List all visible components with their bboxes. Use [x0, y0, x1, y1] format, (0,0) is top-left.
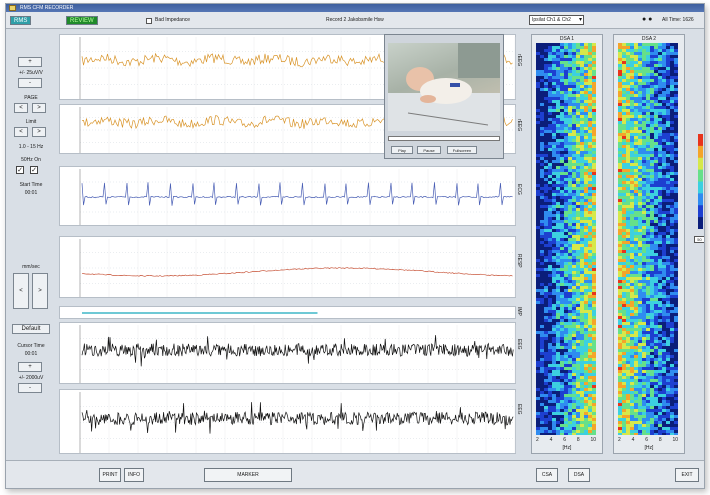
dsa2-tick: 2 [618, 437, 621, 443]
gain2-up-button[interactable]: + [18, 362, 42, 372]
dsa1-ticks: 2 4 6 8 10 [536, 437, 596, 443]
cursor-time-value: 00:01 [24, 351, 38, 357]
gain2-down-button[interactable]: - [18, 383, 42, 393]
dsa2-ticks: 2 4 6 8 10 [618, 437, 678, 443]
dsa1-unit: [Hz] [562, 445, 572, 451]
pager-label: PAGE [24, 95, 38, 101]
imp-plot[interactable] [59, 306, 516, 319]
resp-plot[interactable] [59, 236, 516, 298]
gain-up-button[interactable]: + [18, 57, 42, 67]
video-pause-button[interactable]: Pause [417, 146, 441, 154]
info-button[interactable]: INFO [124, 468, 144, 482]
montage-select[interactable]: Ipsilat Ch1 & Ch2 [529, 15, 584, 25]
dsa-button[interactable]: DSA [568, 468, 590, 482]
resp-trace [79, 239, 516, 297]
gain-down-button[interactable]: - [18, 78, 42, 88]
dsa1-tick: 4 [549, 437, 553, 443]
speed-label: mm/sec [22, 264, 40, 270]
ecg-plot[interactable] [59, 166, 516, 226]
start-time-label: Start Time [19, 182, 43, 188]
dsa2-title: DSA 2 [641, 36, 657, 42]
eeg1-trace [79, 325, 516, 383]
dsa2-heatmap [618, 43, 678, 435]
resp-axis-label: RESP [516, 254, 522, 268]
dsa1-title: DSA 1 [559, 36, 575, 42]
filter-range: 1.0 - 15 Hz [18, 144, 44, 150]
review-mode-button[interactable]: REVIEW [66, 16, 98, 25]
filter-labels: 50Hz On [8, 157, 54, 163]
exit-button[interactable]: EXIT [675, 468, 699, 482]
limit-next-button[interactable]: > [32, 127, 46, 137]
eeg2-trace [79, 392, 516, 453]
dsa1-heatmap [536, 43, 596, 435]
limit-label: Limit [25, 119, 37, 125]
record-name: Record 2 Jakobsmile Hsw [326, 17, 384, 23]
video-frame[interactable] [388, 43, 500, 131]
recorder-window: RMS CFM RECORDER RMS REVIEW Bad Impedanc… [5, 3, 705, 489]
eeg1-plot[interactable] [59, 322, 516, 384]
dsa1-tick: 8 [576, 437, 580, 443]
marker-button[interactable]: MARKER [204, 468, 292, 482]
dsa1-tick: 6 [563, 437, 566, 443]
scroll-right-button[interactable]: > [32, 273, 48, 309]
filter-50hz-checkbox[interactable]: ✓ [16, 166, 24, 174]
ecg-trace [79, 169, 516, 225]
dsa2-tick: 8 [658, 437, 662, 443]
video-fullscreen-button[interactable]: Fullscreen [447, 146, 477, 154]
cursor-time-label: Cursor Time [17, 343, 45, 349]
default-button[interactable]: Default [12, 324, 50, 334]
color-scale-value[interactable]: 50 [694, 236, 704, 243]
reeg1-axis-label: rEEG [516, 54, 522, 67]
gain2-value: +/- 2000uV [18, 375, 44, 381]
print-button[interactable]: PRINT [99, 468, 121, 482]
dsa2-tick: 10 [672, 437, 678, 443]
reeg2-axis-label: rEEG [516, 119, 522, 132]
csa-button[interactable]: CSA [536, 468, 558, 482]
dsa2-unit: [Hz] [644, 445, 654, 451]
title-bar: RMS CFM RECORDER [6, 4, 704, 12]
dsa2-spectrogram[interactable] [618, 43, 678, 435]
status-indicator-icon: ● ● [642, 16, 653, 23]
window-title: RMS CFM RECORDER [20, 5, 74, 11]
rms-mode-button[interactable]: RMS [10, 16, 32, 25]
limit-prev-button[interactable]: < [14, 127, 28, 137]
ecg-axis-label: ECG [516, 184, 522, 195]
dsa2-tick: 4 [631, 437, 635, 443]
infant-video-image [388, 43, 500, 131]
dsa2-panel: DSA 2 2 4 6 8 10 [Hz] [613, 34, 685, 454]
filter-label-on: On [34, 157, 41, 163]
eeg2-axis-label: EEG [516, 404, 522, 415]
imp-axis-label: IMP [516, 307, 522, 316]
gain-value: +/- 25uV/V [19, 70, 43, 76]
dsa1-panel: DSA 1 2 4 6 8 10 [Hz] [531, 34, 603, 454]
color-scale-bar [698, 134, 703, 229]
video-progress-bar[interactable] [388, 136, 500, 141]
bottom-toolbar: PRINT INFO MARKER CSA DSA EXIT [6, 460, 704, 488]
app-icon [9, 5, 16, 11]
dsa1-tick: 2 [536, 437, 539, 443]
bad-impedance-label: Bad Impedance [155, 17, 191, 23]
dsa1-spectrogram[interactable] [536, 43, 596, 435]
dsa1-tick: 10 [590, 437, 596, 443]
filter-on-checkbox[interactable]: ✓ [30, 166, 38, 174]
dsa2-tick: 6 [645, 437, 648, 443]
scroll-left-button[interactable]: < [13, 273, 29, 309]
page-prev-button[interactable]: < [14, 103, 28, 113]
left-control-panel: + +/- 25uV/V - PAGE < > Limit < > 1.0 - … [8, 32, 54, 462]
video-panel: Play Pause Fullscreen [384, 34, 504, 159]
eeg1-axis-label: EEG [516, 339, 522, 350]
video-play-button[interactable]: Play [391, 146, 413, 154]
page-next-button[interactable]: > [32, 103, 46, 113]
eeg2-plot[interactable] [59, 389, 516, 454]
bad-impedance-checkbox[interactable] [146, 18, 152, 24]
top-toolbar: RMS REVIEW Bad Impedance Record 2 Jakobs… [6, 12, 704, 29]
filter-label-50hz: 50Hz [21, 157, 33, 163]
all-time-readout: All Time: 1626 [662, 17, 694, 23]
imp-trace [82, 312, 318, 314]
start-time-value: 00:01 [24, 190, 38, 196]
